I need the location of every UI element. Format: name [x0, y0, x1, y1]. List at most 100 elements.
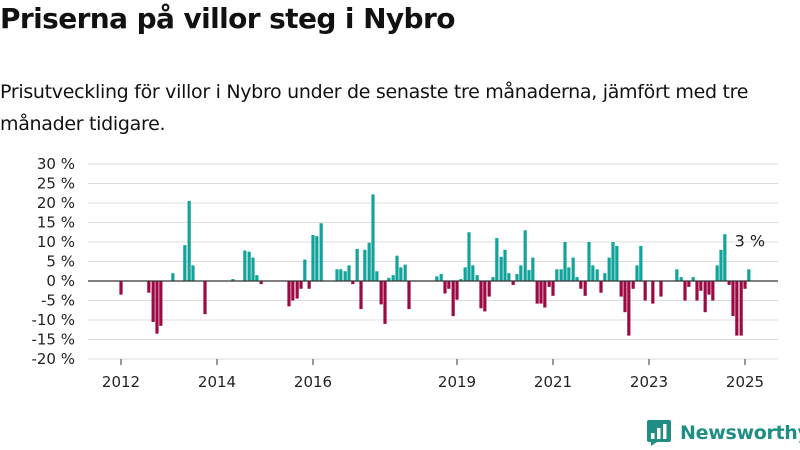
bar — [627, 281, 631, 336]
y-tick-label: -15 % — [31, 331, 75, 349]
bar — [255, 275, 259, 281]
y-tick-label: 15 % — [37, 214, 75, 232]
bar — [315, 236, 319, 281]
x-axis-ticks: 2012 2014 2016 2019 2021 2023 2025 — [102, 359, 764, 391]
bar — [447, 281, 451, 289]
bar — [359, 281, 363, 310]
bar — [247, 251, 251, 281]
bar — [147, 281, 151, 293]
bar — [319, 223, 323, 281]
bar — [467, 232, 471, 281]
bar — [507, 273, 511, 281]
bar — [351, 281, 355, 285]
bar — [503, 249, 507, 281]
bar — [499, 256, 503, 281]
bar — [339, 269, 343, 281]
bar — [187, 201, 191, 281]
bar — [555, 269, 559, 281]
bar — [511, 281, 515, 285]
x-tick-label: 2021 — [534, 373, 572, 391]
bar — [295, 281, 299, 299]
bar — [567, 267, 571, 281]
y-tick-label: 30 % — [37, 155, 75, 173]
bar — [151, 281, 155, 322]
bar — [171, 273, 175, 281]
bar — [631, 281, 635, 289]
bar — [615, 245, 619, 281]
bar — [251, 257, 255, 281]
bar — [487, 281, 491, 297]
bar — [727, 281, 731, 285]
bar — [607, 257, 611, 281]
bar — [407, 281, 411, 310]
bar — [735, 281, 739, 336]
bar — [559, 269, 563, 281]
bar — [603, 273, 607, 281]
bar — [379, 281, 383, 305]
last-value-label: 3 % — [735, 231, 765, 250]
bar — [515, 273, 519, 281]
bar — [651, 281, 655, 304]
x-tick-label: 2014 — [198, 373, 236, 391]
bar — [439, 273, 443, 281]
bar — [355, 249, 359, 281]
bars — [119, 194, 751, 336]
bar — [739, 281, 743, 336]
bar — [159, 281, 163, 326]
bar — [479, 281, 483, 309]
bar — [747, 269, 751, 281]
bar — [335, 269, 339, 281]
bar — [715, 265, 719, 281]
bar — [543, 281, 547, 308]
x-tick-label: 2025 — [726, 373, 764, 391]
bar — [551, 281, 555, 296]
bar — [691, 277, 695, 281]
newsworthy-logo: Newsworthy — [646, 418, 800, 448]
bar — [443, 281, 447, 294]
bar — [527, 270, 531, 281]
bar — [495, 238, 499, 281]
bar — [547, 281, 551, 287]
bar — [243, 250, 247, 281]
bar — [611, 242, 615, 281]
bar — [455, 281, 459, 300]
x-tick-label: 2016 — [294, 373, 332, 391]
bar — [679, 277, 683, 281]
bar — [395, 255, 399, 281]
bar — [731, 281, 735, 317]
y-tick-label: 25 % — [37, 175, 75, 193]
bar — [459, 279, 463, 281]
y-tick-label: 5 % — [46, 253, 75, 271]
bar — [703, 281, 707, 313]
bar — [287, 281, 291, 307]
y-tick-label: -5 % — [41, 292, 75, 310]
annotations: 3 % — [735, 231, 765, 250]
bar — [391, 275, 395, 281]
bar — [659, 281, 663, 297]
bar — [587, 242, 591, 281]
bar — [539, 281, 543, 304]
bar — [403, 264, 407, 281]
bar — [699, 281, 703, 291]
bar — [363, 249, 367, 281]
bar — [643, 281, 647, 301]
x-tick-label: 2023 — [630, 373, 668, 391]
bar — [463, 267, 467, 281]
bar — [259, 281, 263, 285]
bar — [203, 281, 207, 315]
chart-title: Priserna på villor steg i Nybro — [0, 2, 455, 35]
bar — [591, 265, 595, 281]
bar — [623, 281, 627, 313]
bar — [579, 281, 583, 289]
bar — [367, 242, 371, 281]
y-axis-ticks: 30 % 25 %20 % 15 %10 % 5 %0 % -5 %-10 % -15 %… — [31, 155, 75, 368]
grid-lines — [88, 163, 778, 360]
chart-subtitle: Prisutveckling för villor i Nybro under … — [0, 81, 749, 135]
bar — [155, 281, 159, 334]
bar — [695, 281, 699, 301]
bar — [435, 276, 439, 281]
bar — [451, 281, 455, 317]
bar — [635, 265, 639, 281]
newsworthy-logo-text: Newsworthy — [680, 422, 800, 444]
bar — [571, 257, 575, 281]
